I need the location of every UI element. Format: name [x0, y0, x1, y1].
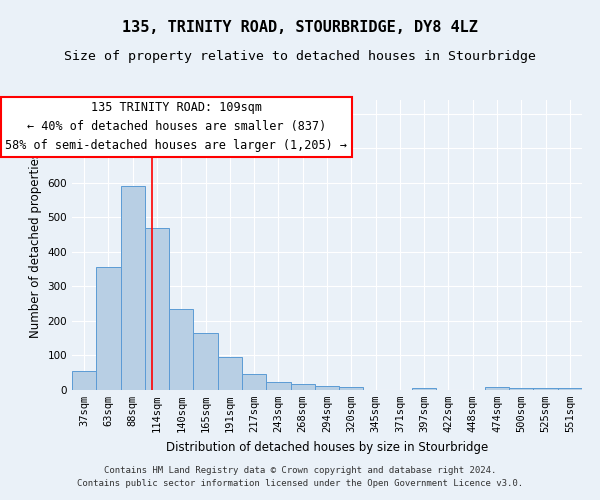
- Bar: [145, 228, 169, 390]
- Bar: [290, 384, 315, 390]
- Bar: [485, 387, 509, 390]
- Bar: [266, 382, 290, 390]
- Bar: [533, 388, 558, 390]
- Bar: [169, 309, 193, 390]
- X-axis label: Distribution of detached houses by size in Stourbridge: Distribution of detached houses by size …: [166, 440, 488, 454]
- Bar: [558, 388, 582, 390]
- Bar: [96, 268, 121, 390]
- Bar: [121, 186, 145, 390]
- Bar: [242, 374, 266, 390]
- Bar: [412, 388, 436, 390]
- Text: Contains HM Land Registry data © Crown copyright and database right 2024.
Contai: Contains HM Land Registry data © Crown c…: [77, 466, 523, 487]
- Text: 135 TRINITY ROAD: 109sqm
← 40% of detached houses are smaller (837)
58% of semi-: 135 TRINITY ROAD: 109sqm ← 40% of detach…: [5, 102, 347, 152]
- Text: Size of property relative to detached houses in Stourbridge: Size of property relative to detached ho…: [64, 50, 536, 63]
- Bar: [218, 357, 242, 390]
- Bar: [509, 388, 533, 390]
- Y-axis label: Number of detached properties: Number of detached properties: [29, 152, 42, 338]
- Bar: [193, 333, 218, 390]
- Text: 135, TRINITY ROAD, STOURBRIDGE, DY8 4LZ: 135, TRINITY ROAD, STOURBRIDGE, DY8 4LZ: [122, 20, 478, 35]
- Bar: [315, 386, 339, 390]
- Bar: [339, 387, 364, 390]
- Bar: [72, 371, 96, 390]
